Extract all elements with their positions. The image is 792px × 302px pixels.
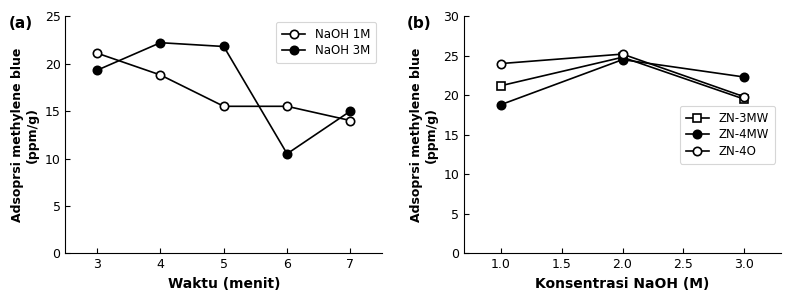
ZN-4MW bbox=[740, 75, 749, 79]
NaOH 1M bbox=[219, 104, 229, 108]
Legend: NaOH 1M, NaOH 3M: NaOH 1M, NaOH 3M bbox=[276, 22, 376, 63]
ZN-3MW bbox=[618, 56, 627, 59]
Y-axis label: Adsoprsi methylene blue
(ppm/g): Adsoprsi methylene blue (ppm/g) bbox=[410, 48, 438, 222]
X-axis label: Waktu (menit): Waktu (menit) bbox=[167, 277, 280, 291]
NaOH 3M bbox=[93, 69, 102, 72]
NaOH 3M bbox=[156, 41, 166, 44]
Line: ZN-4O: ZN-4O bbox=[497, 50, 748, 101]
ZN-4MW bbox=[618, 58, 627, 61]
ZN-3MW bbox=[496, 84, 505, 88]
Text: (a): (a) bbox=[9, 16, 32, 31]
ZN-4O bbox=[618, 52, 627, 56]
Legend: ZN-3MW, ZN-4MW, ZN-4O: ZN-3MW, ZN-4MW, ZN-4O bbox=[680, 106, 775, 164]
NaOH 3M bbox=[219, 45, 229, 48]
Line: NaOH 3M: NaOH 3M bbox=[93, 39, 355, 158]
Y-axis label: Adsoprsi methylene blue
(ppm/g): Adsoprsi methylene blue (ppm/g) bbox=[11, 48, 39, 222]
ZN-4MW bbox=[496, 103, 505, 107]
NaOH 1M bbox=[345, 119, 355, 122]
X-axis label: Konsentrasi NaOH (M): Konsentrasi NaOH (M) bbox=[535, 277, 710, 291]
Line: NaOH 1M: NaOH 1M bbox=[93, 49, 355, 125]
Text: (b): (b) bbox=[407, 16, 432, 31]
Line: ZN-3MW: ZN-3MW bbox=[497, 53, 748, 103]
NaOH 1M bbox=[156, 73, 166, 77]
Line: ZN-4MW: ZN-4MW bbox=[497, 56, 748, 109]
ZN-4O bbox=[740, 95, 749, 99]
NaOH 1M bbox=[282, 104, 291, 108]
NaOH 3M bbox=[282, 152, 291, 156]
NaOH 1M bbox=[93, 51, 102, 55]
ZN-4O bbox=[496, 62, 505, 66]
NaOH 3M bbox=[345, 109, 355, 113]
ZN-3MW bbox=[740, 97, 749, 101]
